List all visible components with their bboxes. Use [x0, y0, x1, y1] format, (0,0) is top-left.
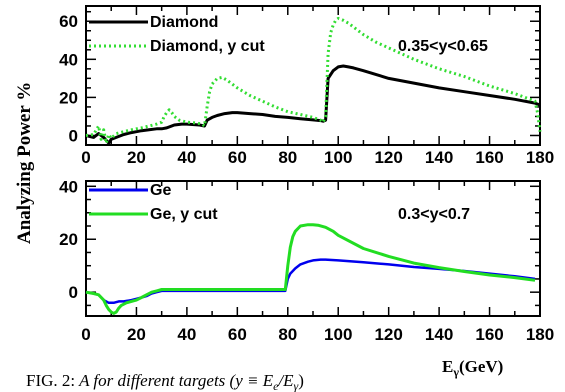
x-axis-label: Eγ(GeV): [442, 357, 503, 379]
x-tick-label: 160: [475, 325, 503, 344]
bottom-panel-series: [85, 223, 536, 315]
y-tick-label: 0: [69, 283, 78, 302]
x-axis-label-sub: γ: [452, 365, 459, 379]
y-tick-label: 20: [59, 230, 78, 249]
x-tick-label: 0: [81, 325, 90, 344]
x-tick-label: 100: [324, 148, 352, 167]
x-tick-label: 140: [425, 325, 453, 344]
x-tick-label: 120: [374, 148, 402, 167]
bottom-annotation: 0.3<y<0.7: [398, 206, 470, 223]
top-panel-series: [85, 16, 542, 145]
x-tick-label: 40: [177, 325, 196, 344]
caption-end: ): [298, 371, 304, 390]
legend-label-ge-ycut: Ge, y cut: [150, 206, 218, 223]
x-tick-label: 100: [324, 325, 352, 344]
legend-label-diamond-ycut: Diamond, y cut: [150, 38, 265, 55]
caption-sub: /E: [277, 371, 294, 390]
x-tick-label: 80: [278, 148, 297, 167]
x-tick-label: 140: [425, 148, 453, 167]
x-tick-label: 0: [81, 148, 90, 167]
y-tick-label: 20: [59, 88, 78, 107]
x-tick-label: 20: [127, 325, 146, 344]
x-tick-label: 20: [127, 148, 146, 167]
x-tick-label: 180: [526, 148, 554, 167]
top-panel-axes: 0 20 40 60 80 100 120 140 160 180 0 20 40 60: [59, 6, 554, 167]
series-line-ge: [85, 258, 536, 305]
caption-prefix: FIG. 2:: [26, 371, 75, 390]
bottom-panel-axes: 0 20 40 60 80 100 120 140 160 180 0 20 40: [59, 177, 554, 344]
series-line-ge-y-cut: [85, 223, 536, 315]
top-annotation: 0.35<y<0.65: [398, 38, 488, 55]
x-tick-label: 80: [278, 325, 297, 344]
x-tick-label: 60: [228, 325, 247, 344]
legend-label-ge: Ge: [150, 182, 171, 199]
x-tick-label: 160: [475, 148, 503, 167]
caption-text: A for different targets (y ≡ E: [75, 371, 274, 390]
legend-label-diamond: Diamond: [150, 14, 218, 31]
caption-gamma: γ: [294, 379, 299, 392]
y-tick-label: 40: [59, 177, 78, 196]
x-tick-label: 180: [526, 325, 554, 344]
caption-e: e: [273, 379, 279, 392]
figure-caption: FIG. 2: A for different targets (y ≡ Ee/…: [26, 371, 304, 392]
y-axis-label: Analyzing Power %: [14, 82, 35, 244]
series-line-diamond-y-cut: [85, 16, 542, 145]
top-legend: Diamond Diamond, y cut: [89, 14, 265, 55]
bottom-legend: Ge Ge, y cut: [89, 182, 218, 223]
x-axis-label-unit: (GeV): [459, 357, 503, 376]
series-line-diamond: [85, 64, 541, 145]
bottom-panel-frame: [85, 180, 541, 317]
y-tick-label: 0: [69, 126, 78, 145]
x-axis-label-main: E: [442, 357, 453, 376]
x-tick-label: 120: [374, 325, 402, 344]
x-tick-label: 40: [177, 148, 196, 167]
x-tick-label: 60: [228, 148, 247, 167]
y-tick-label: 40: [59, 50, 78, 69]
y-tick-label: 60: [59, 12, 78, 31]
